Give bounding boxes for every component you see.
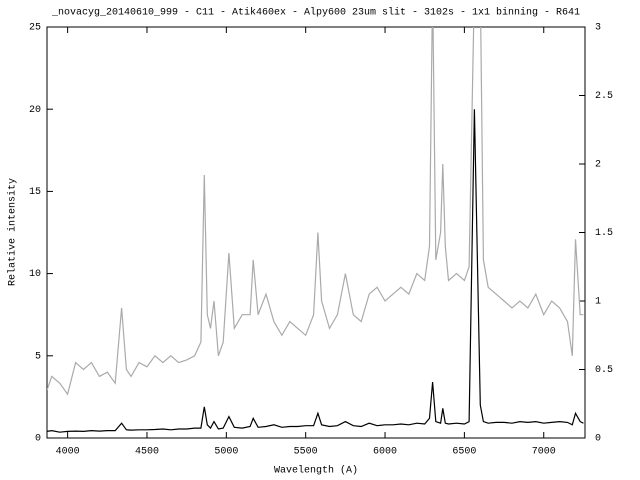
x-tick-label: 6500 [452, 447, 476, 458]
y2-tick-label: 0 [595, 434, 601, 445]
y-tick-label: 5 [35, 351, 41, 362]
plot-frame [46, 26, 586, 439]
y-tick-label: 15 [29, 187, 41, 198]
spectrum-line [47, 27, 584, 396]
chart-title: _novacyg_20140610_999 - C11 - Atik460ex … [51, 7, 580, 19]
x-tick-label: 6000 [373, 447, 397, 458]
x-tick-label: 5500 [294, 447, 318, 458]
y-axis-label: Relative intensity [7, 178, 19, 286]
y-tick-label: 20 [29, 105, 41, 116]
y-tick-label: 10 [29, 269, 41, 280]
y2-tick-label: 0.5 [595, 365, 613, 376]
y-tick-label: 25 [29, 23, 41, 34]
y2-tick-label: 1.5 [595, 228, 613, 239]
y2-tick-label: 1 [595, 297, 601, 308]
x-axis-label: Wavelength (A) [274, 465, 358, 477]
y2-tick-label: 2 [595, 160, 601, 171]
x-tick-label: 5000 [214, 447, 238, 458]
y-tick-label: 0 [35, 434, 41, 445]
x-tick-label: 4000 [56, 447, 80, 458]
y2-tick-label: 3 [595, 23, 601, 34]
spectrum-line [47, 109, 584, 433]
x-tick-label: 7000 [532, 447, 556, 458]
x-tick-label: 4500 [135, 447, 159, 458]
y2-tick-label: 2.5 [595, 91, 613, 102]
